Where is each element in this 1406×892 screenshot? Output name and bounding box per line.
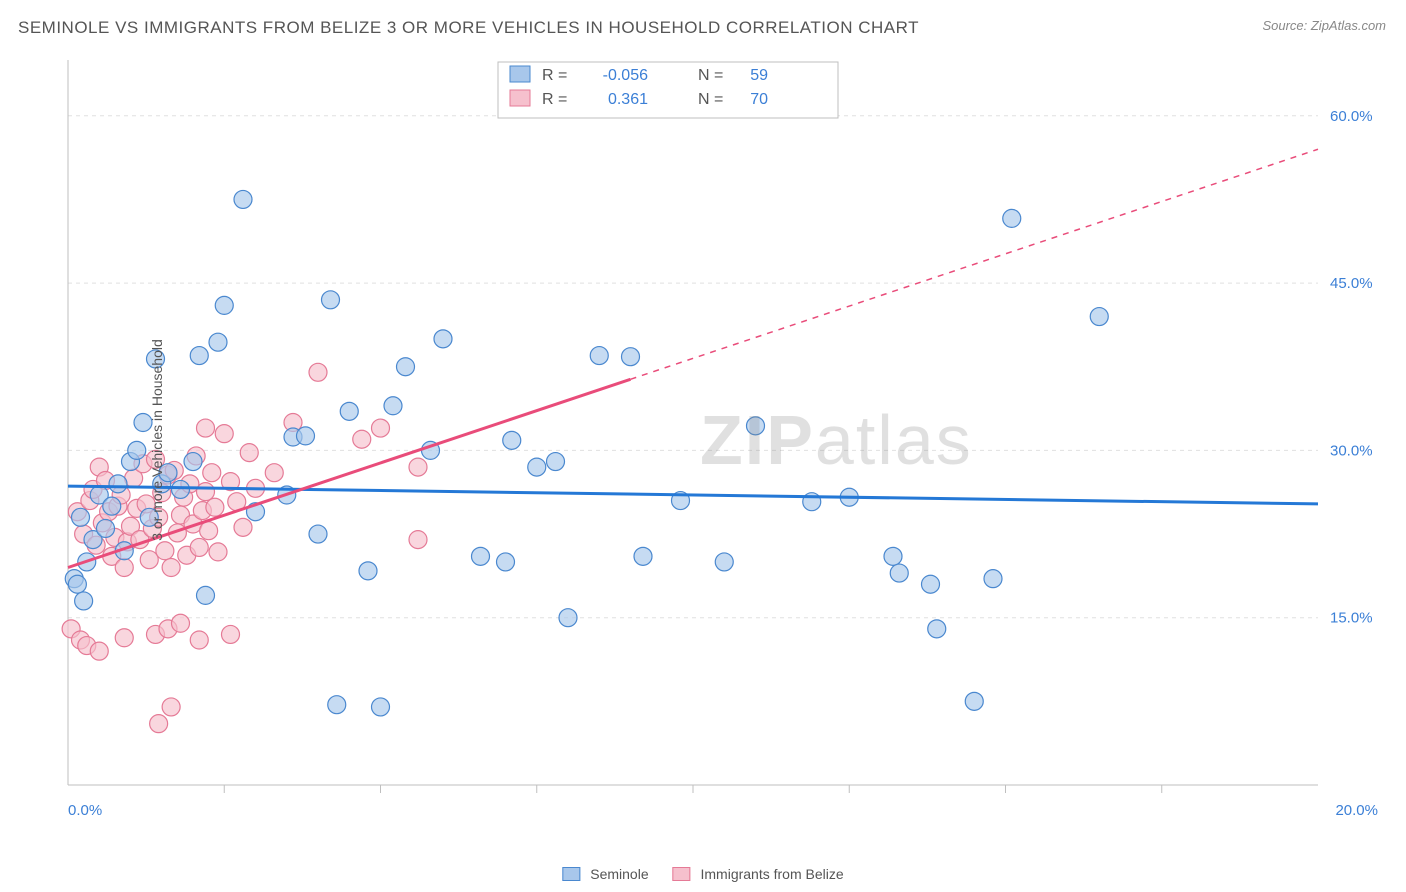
legend-swatch-icon: [510, 90, 530, 106]
chart-area: 3 or more Vehicles in Household 15.0% 30.…: [48, 50, 1388, 830]
data-point: [590, 347, 608, 365]
data-point: [209, 333, 227, 351]
source-attribution: Source: ZipAtlas.com: [1262, 18, 1386, 33]
data-point: [409, 458, 427, 476]
data-point: [97, 519, 115, 537]
data-point: [215, 425, 233, 443]
data-point: [162, 698, 180, 716]
data-point: [503, 431, 521, 449]
data-point: [547, 453, 565, 471]
data-point: [884, 547, 902, 565]
data-point: [372, 419, 390, 437]
data-point: [965, 692, 983, 710]
data-point: [240, 444, 258, 462]
data-point: [103, 497, 121, 515]
scatter-chart: 15.0% 30.0% 45.0% 60.0% 0.0% 20.0% R = -0.056 N …: [48, 50, 1388, 830]
data-point: [109, 475, 127, 493]
data-point: [528, 458, 546, 476]
data-point: [353, 430, 371, 448]
data-point: [309, 363, 327, 381]
data-point: [397, 358, 415, 376]
data-point: [922, 575, 940, 593]
data-point: [384, 397, 402, 415]
chart-title: SEMINOLE VS IMMIGRANTS FROM BELIZE 3 OR …: [18, 18, 1388, 38]
y-tick-label: 45.0%: [1330, 275, 1373, 292]
data-point: [115, 629, 133, 647]
data-point: [434, 330, 452, 348]
data-point: [222, 625, 240, 643]
data-point: [322, 291, 340, 309]
legend-label: Seminole: [590, 866, 648, 882]
data-point: [162, 559, 180, 577]
svg-text:70: 70: [750, 91, 768, 108]
svg-text:N =: N =: [698, 91, 723, 108]
svg-text:59: 59: [750, 67, 768, 84]
data-point: [68, 575, 86, 593]
data-point: [497, 553, 515, 571]
data-point: [234, 518, 252, 536]
svg-text:N =: N =: [698, 67, 723, 84]
data-point: [197, 483, 215, 501]
svg-text:R =: R =: [542, 67, 567, 84]
x-tick-label: 0.0%: [68, 802, 102, 819]
data-point: [559, 609, 577, 627]
data-point: [150, 715, 168, 733]
y-tick-label: 30.0%: [1330, 442, 1373, 459]
legend-item-seminole: Seminole: [562, 866, 648, 882]
data-point: [190, 538, 208, 556]
legend-swatch-icon: [673, 867, 691, 881]
data-point: [209, 543, 227, 561]
data-point: [203, 464, 221, 482]
y-tick-label: 60.0%: [1330, 108, 1373, 125]
y-axis-label: 3 or more Vehicles in Household: [149, 339, 165, 541]
data-point: [172, 480, 190, 498]
y-tick-label: 15.0%: [1330, 610, 1373, 627]
x-tick-label: 20.0%: [1335, 802, 1378, 819]
data-point: [115, 559, 133, 577]
data-point: [206, 498, 224, 516]
legend-item-belize: Immigrants from Belize: [673, 866, 844, 882]
data-point: [128, 441, 146, 459]
data-point: [622, 348, 640, 366]
data-point: [90, 642, 108, 660]
svg-text:R =: R =: [542, 91, 567, 108]
legend-swatch-icon: [562, 867, 580, 881]
data-point: [75, 592, 93, 610]
data-point: [890, 564, 908, 582]
bottom-legend: Seminole Immigrants from Belize: [562, 866, 843, 882]
data-point: [328, 696, 346, 714]
data-point: [197, 586, 215, 604]
data-point: [984, 570, 1002, 588]
svg-text:0.361: 0.361: [608, 91, 648, 108]
data-point: [1090, 308, 1108, 326]
data-point: [1003, 209, 1021, 227]
data-point: [747, 417, 765, 435]
data-point: [156, 542, 174, 560]
data-point: [715, 553, 733, 571]
data-point: [172, 614, 190, 632]
data-point: [372, 698, 390, 716]
data-point: [297, 427, 315, 445]
data-point: [190, 631, 208, 649]
svg-text:-0.056: -0.056: [603, 67, 648, 84]
data-point: [309, 525, 327, 543]
data-point: [197, 419, 215, 437]
data-point: [472, 547, 490, 565]
data-point: [184, 453, 202, 471]
data-point: [215, 296, 233, 314]
data-point: [265, 464, 283, 482]
data-point: [359, 562, 377, 580]
data-point: [340, 402, 358, 420]
data-point: [634, 547, 652, 565]
legend-label: Immigrants from Belize: [701, 866, 844, 882]
legend-swatch-icon: [510, 66, 530, 82]
data-point: [928, 620, 946, 638]
data-point: [200, 522, 218, 540]
data-point: [72, 508, 90, 526]
data-point: [234, 190, 252, 208]
data-point: [409, 531, 427, 549]
data-point: [140, 551, 158, 569]
data-point: [190, 347, 208, 365]
